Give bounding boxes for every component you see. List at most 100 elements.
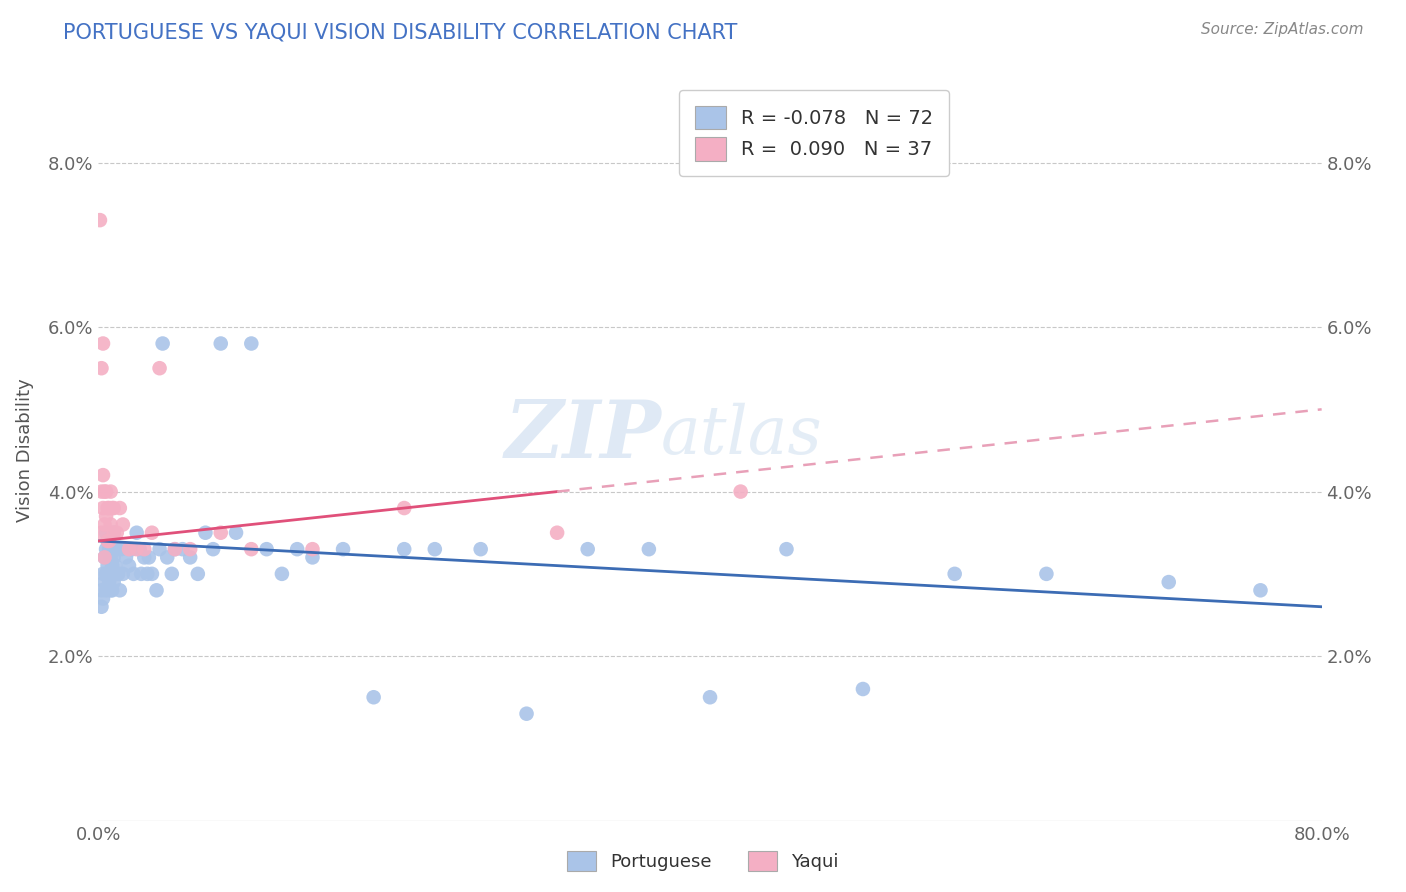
Point [149,361,172,376]
Point [134,542,156,557]
Point [156,550,179,565]
Point [98,542,121,557]
Point [111,566,134,581]
Point [118,542,141,557]
Point [285,542,308,557]
Point [91,591,114,606]
Point [98,501,121,516]
Point [128,542,150,557]
Point [89,213,111,227]
Point [101,501,124,516]
Point [699,690,721,705]
Point [163,542,186,557]
Point [121,542,143,557]
Point [90,484,112,499]
Point [160,566,183,581]
Point [103,550,125,565]
Point [125,542,148,557]
Point [100,583,122,598]
Point [93,484,115,499]
Point [105,542,128,557]
Point [125,525,148,540]
Point [94,583,117,598]
Point [100,517,122,532]
Point [118,558,141,573]
Point [1035,566,1057,581]
Point [97,533,120,548]
Point [101,558,124,573]
Point [202,542,225,557]
Point [240,336,263,351]
Point [363,690,385,705]
Point [943,566,966,581]
Point [101,583,124,598]
Point [301,550,323,565]
Point [775,542,797,557]
Point [94,509,117,524]
Point [141,525,163,540]
Point [149,542,172,557]
Point [392,542,416,557]
Point [103,525,125,540]
Legend: Portuguese, Yaqui: Portuguese, Yaqui [560,844,846,879]
Point [97,558,120,573]
Point [97,501,120,516]
Point [301,542,323,557]
Point [100,566,122,581]
Point [93,550,115,565]
Point [138,550,160,565]
Point [94,542,117,557]
Point [90,361,112,376]
Point [94,566,117,581]
Point [108,501,131,516]
Point [516,706,538,721]
Point [240,542,263,557]
Point [122,566,145,581]
Legend: R = -0.078   N = 72, R =  0.090   N = 37: R = -0.078 N = 72, R = 0.090 N = 37 [679,90,949,177]
Point [392,501,416,516]
Point [256,542,278,557]
Point [91,566,114,581]
Point [107,566,129,581]
Point [93,517,115,532]
Point [104,558,127,573]
Point [145,583,167,598]
Point [94,525,117,540]
Point [332,542,354,557]
Point [129,566,152,581]
Point [91,468,114,483]
Point [576,542,599,557]
Point [90,525,112,540]
Point [225,525,247,540]
Point [730,484,752,499]
Point [209,525,232,540]
Text: PORTUGUESE VS YAQUI VISION DISABILITY CORRELATION CHART: PORTUGUESE VS YAQUI VISION DISABILITY CO… [63,22,738,42]
Point [91,336,114,351]
Point [179,550,201,565]
Point [194,525,217,540]
Point [91,501,114,516]
Text: Source: ZipAtlas.com: Source: ZipAtlas.com [1201,22,1364,37]
Point [94,484,117,499]
Point [423,542,446,557]
Point [115,550,138,565]
Point [179,542,201,557]
Point [108,583,131,598]
Point [470,542,492,557]
Y-axis label: Vision Disability: Vision Disability [15,378,34,523]
Point [152,336,174,351]
Point [163,542,186,557]
Point [93,575,115,590]
Point [98,575,121,590]
Point [187,566,209,581]
Text: ZIP: ZIP [505,397,661,475]
Point [546,525,568,540]
Point [103,575,125,590]
Point [1249,583,1271,598]
Point [90,599,112,614]
Point [100,484,122,499]
Point [103,525,125,540]
Point [105,525,128,540]
Point [209,336,232,351]
Text: atlas: atlas [661,403,823,468]
